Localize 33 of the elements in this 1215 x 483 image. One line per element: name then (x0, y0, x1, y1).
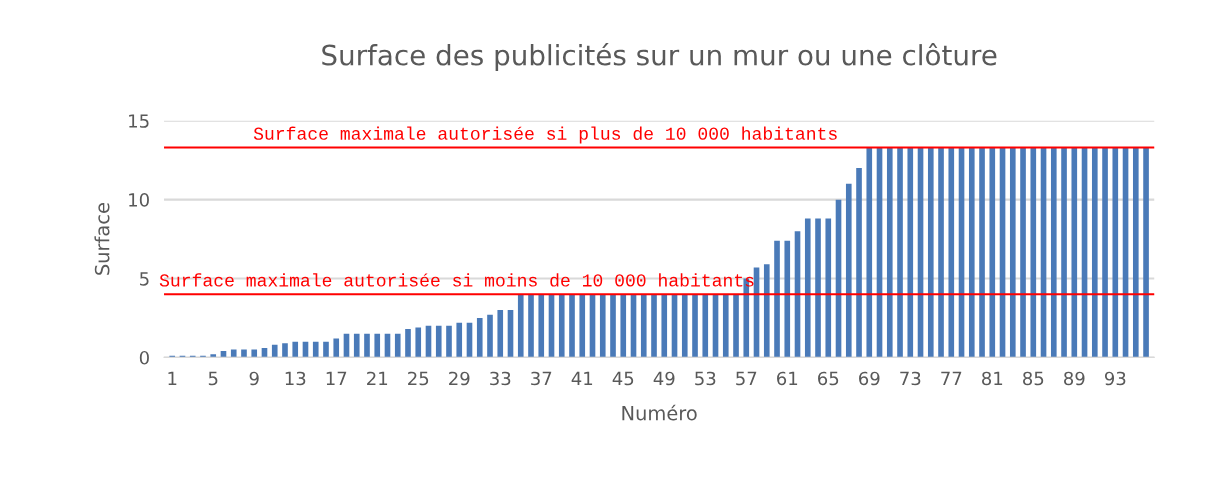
ref-line-label: Surface maximale autorisée si plus de 10 000 habitants (253, 126, 837, 144)
x-tick-label: 77 (941, 371, 962, 386)
x-tick-label: 5 (208, 371, 218, 386)
x-tick-label: 29 (449, 371, 470, 386)
x-tick-label: 89 (1064, 371, 1085, 386)
x-tick-label: 49 (653, 371, 675, 386)
x-tick-label: 65 (818, 371, 839, 386)
x-tick-label: 85 (1023, 371, 1044, 386)
x-tick-label: 41 (571, 371, 593, 386)
x-tick-label: 53 (695, 371, 716, 386)
x-tick-label: 25 (408, 371, 429, 386)
x-tick-label: 45 (612, 371, 634, 386)
chart-title: Surface des publicités sur un mur ou une clôture (322, 42, 997, 71)
y-tick-label: 0 (139, 350, 149, 365)
x-tick-label: 21 (367, 371, 388, 386)
x-tick-label: 61 (777, 371, 798, 386)
y-tick-label: 5 (140, 272, 149, 286)
x-tick-label: 13 (285, 371, 306, 386)
y-tick-label: 10 (129, 193, 149, 207)
x-tick-label: 73 (900, 371, 921, 386)
x-tick-label: 1 (168, 371, 177, 386)
x-tick-label: 17 (326, 371, 347, 386)
x-axis-title: Numéro (622, 404, 697, 421)
x-tick-label: 37 (531, 371, 552, 386)
x-tick-label: 33 (490, 371, 511, 386)
y-tick-label: 15 (129, 114, 149, 128)
x-tick-label: 9 (249, 371, 259, 386)
x-tick-label: 81 (982, 371, 1003, 386)
y-axis-title: Surface (94, 203, 110, 275)
x-tick-label: 93 (1104, 371, 1126, 386)
x-tick-label: 69 (859, 371, 880, 386)
x-tick-label: 57 (736, 371, 757, 386)
ref-line-label: Surface maximale autorisée si moins de 10 000 habitants (159, 273, 754, 287)
